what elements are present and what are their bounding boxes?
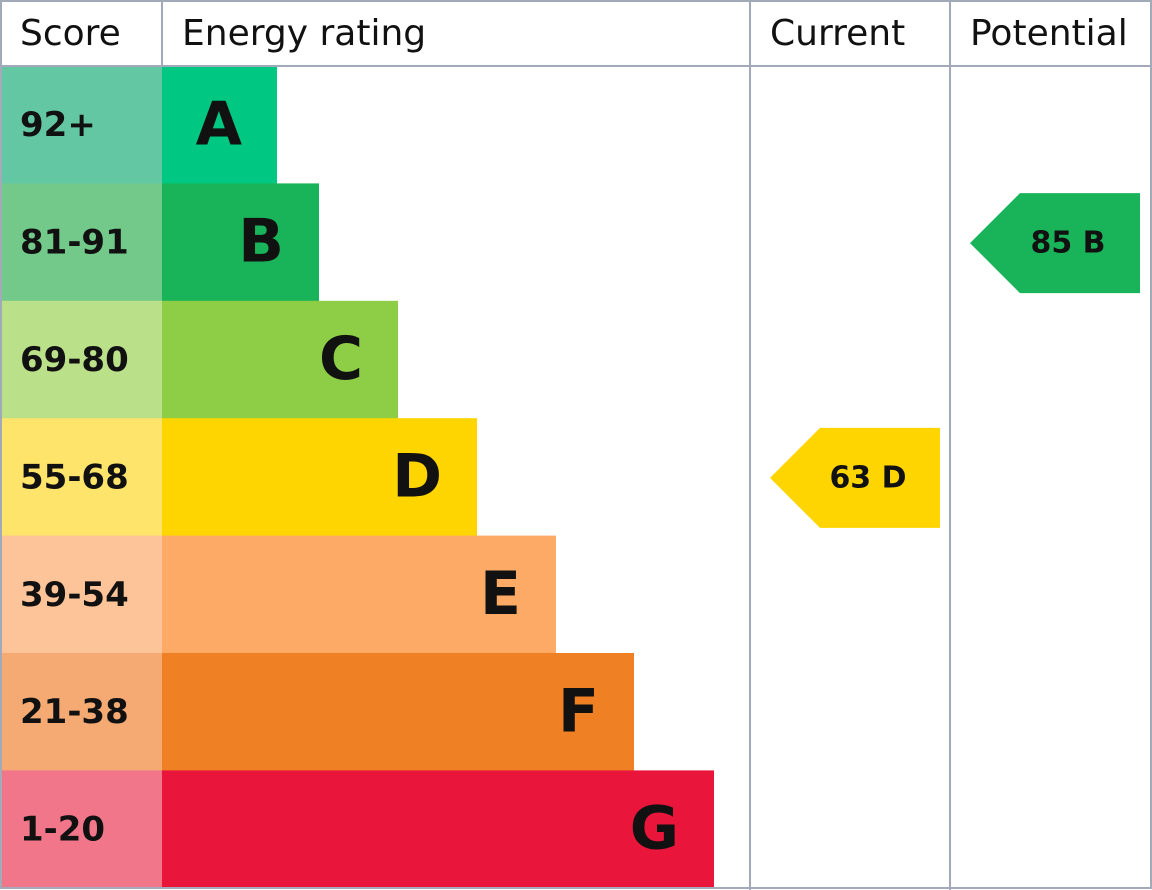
score-cell: [0, 535, 162, 654]
current-label: 63 D: [829, 460, 906, 495]
band-bar: [162, 770, 714, 889]
potential-arrow: [970, 193, 1140, 294]
band-bar: [162, 66, 277, 184]
score-label: 69-80: [20, 340, 129, 380]
score-label: 39-54: [20, 575, 129, 615]
band-bar: [162, 300, 398, 419]
band-letter: F: [558, 676, 599, 746]
score-cell: [0, 770, 162, 889]
score-label: 81-91: [20, 223, 129, 263]
column-header: Potential: [970, 13, 1128, 54]
band-letter: B: [238, 207, 284, 277]
column-header: Score: [20, 13, 121, 54]
potential-label: 85 B: [1030, 226, 1105, 261]
score-cell: [0, 66, 162, 184]
column-header: Energy rating: [182, 13, 426, 54]
score-label: 1-20: [20, 810, 105, 850]
band-letter: D: [392, 441, 442, 511]
current-arrow: [770, 427, 940, 528]
score-label: 92+: [20, 105, 96, 145]
band-bar: [162, 418, 477, 537]
score-cell: [0, 418, 162, 537]
column-header: Current: [770, 13, 905, 54]
score-label: 21-38: [20, 692, 129, 732]
score-cell: [0, 653, 162, 771]
band-letter: C: [319, 324, 363, 394]
score-label: 55-68: [20, 457, 129, 497]
band-letter: E: [480, 559, 521, 629]
band-bar: [162, 535, 556, 654]
band-letter: G: [630, 794, 679, 864]
band-bar: [162, 183, 319, 302]
band-letter: A: [196, 89, 243, 159]
score-cell: [0, 183, 162, 302]
score-cell: [0, 300, 162, 419]
band-bar: [162, 653, 634, 771]
